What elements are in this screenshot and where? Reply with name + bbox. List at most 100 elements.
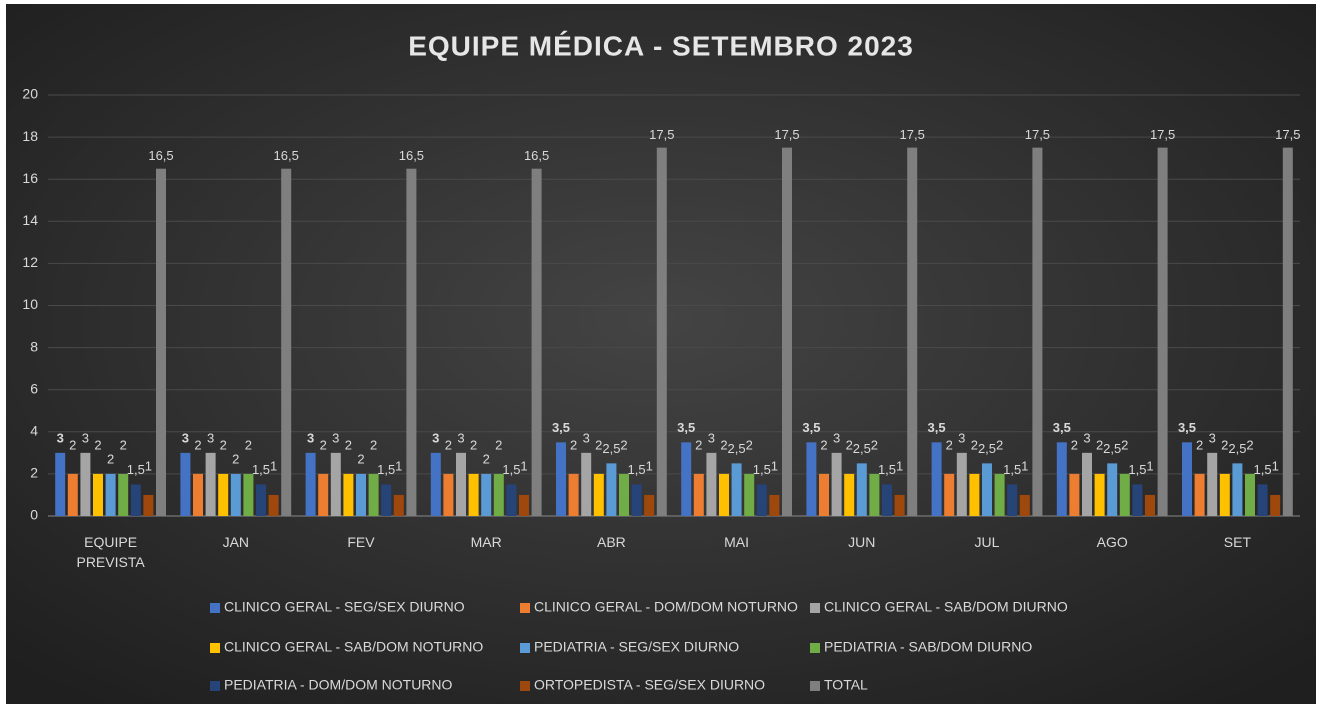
bar — [230, 473, 241, 516]
legend-swatch — [520, 643, 530, 653]
bar — [644, 494, 655, 516]
bar — [1270, 494, 1281, 516]
y-tick-label: 0 — [30, 507, 38, 523]
data-label: 1,5 — [628, 462, 646, 477]
bar — [831, 452, 842, 516]
bar — [1019, 494, 1030, 516]
data-label: 2 — [220, 437, 227, 452]
data-label: 2 — [1246, 437, 1253, 452]
data-label: 3 — [833, 430, 840, 445]
bar — [330, 452, 341, 516]
data-label: 2 — [1121, 437, 1128, 452]
bar — [907, 147, 918, 516]
bar — [756, 484, 767, 516]
data-label: 16,5 — [399, 148, 424, 163]
chart-title: EQUIPE MÉDICA - SETEMBRO 2023 — [408, 30, 914, 61]
data-label: 2,5 — [602, 441, 620, 456]
data-label: 2 — [194, 437, 201, 452]
data-label: 2 — [1096, 437, 1103, 452]
y-tick-label: 8 — [30, 338, 38, 354]
data-label: 3 — [583, 430, 590, 445]
bar — [143, 494, 154, 516]
bar — [1257, 484, 1268, 516]
bar — [406, 168, 417, 517]
bar — [931, 442, 942, 516]
legend-swatch — [810, 681, 820, 691]
data-label: 1 — [646, 458, 653, 473]
legend-swatch — [210, 603, 220, 613]
data-label: 2 — [107, 451, 114, 466]
bar — [93, 473, 103, 516]
data-label: 16,5 — [148, 148, 173, 163]
data-label: 3 — [958, 430, 965, 445]
bar — [1032, 147, 1043, 516]
bar — [956, 452, 967, 516]
data-label: 17,5 — [649, 127, 674, 142]
data-label: 1,5 — [252, 462, 270, 477]
data-label: 2,5 — [978, 441, 996, 456]
bar — [619, 473, 629, 516]
legend-label: CLINICO GERAL - DOM/DOM NOTURNO — [534, 599, 798, 615]
data-label: 2 — [595, 437, 602, 452]
bar — [205, 452, 216, 516]
data-label: 1 — [896, 458, 903, 473]
bar — [243, 473, 254, 516]
legend-swatch — [810, 603, 820, 613]
bar — [67, 473, 78, 516]
bar — [393, 494, 404, 516]
data-label: 3 — [207, 430, 214, 445]
x-tick-label: EQUIPE PREVISTA — [76, 534, 145, 570]
bar — [1282, 147, 1293, 516]
data-label: 1 — [771, 458, 778, 473]
bar — [1007, 484, 1018, 516]
data-label: 2 — [69, 437, 76, 452]
bar — [994, 473, 1005, 516]
data-label: 3 — [457, 430, 464, 445]
y-tick-label: 6 — [30, 380, 38, 396]
data-label: 1,5 — [753, 462, 771, 477]
data-label: 1 — [1146, 458, 1153, 473]
data-label: 2 — [232, 451, 239, 466]
data-label: 2 — [820, 437, 827, 452]
bar — [894, 494, 905, 516]
bar — [1157, 147, 1168, 516]
x-tick-label: MAI — [724, 534, 750, 550]
data-label: 2 — [620, 437, 627, 452]
legend-label: CLINICO GERAL - SAB/DOM DIURNO — [824, 599, 1068, 615]
data-label: 16,5 — [274, 148, 299, 163]
bar — [693, 473, 704, 516]
data-label: 3 — [708, 430, 715, 445]
bar — [1194, 473, 1205, 516]
data-label: 1,5 — [1254, 462, 1272, 477]
data-label: 3 — [1209, 430, 1216, 445]
bar — [1245, 473, 1255, 516]
bar — [356, 473, 366, 516]
legend-swatch — [210, 681, 220, 691]
bar — [556, 442, 566, 516]
bar — [982, 463, 992, 516]
bar — [806, 442, 817, 516]
data-label: 2 — [245, 437, 252, 452]
legend-label: PEDIATRIA - SEG/SEX DIURNO — [534, 639, 739, 655]
data-label: 3 — [332, 430, 339, 445]
x-tick-label: JAN — [222, 534, 250, 550]
data-label: 2 — [971, 437, 978, 452]
bar — [1207, 452, 1218, 516]
bar — [218, 473, 229, 516]
y-tick-label: 10 — [22, 296, 38, 312]
legend-swatch — [210, 643, 220, 653]
data-label: 2 — [746, 437, 753, 452]
bar — [281, 168, 292, 517]
data-label: 2 — [470, 437, 477, 452]
x-tick-label: MAR — [470, 534, 502, 550]
data-label: 2 — [94, 437, 101, 452]
data-label: 3 — [82, 430, 89, 445]
bar — [1182, 442, 1192, 516]
bar — [381, 484, 392, 516]
data-label: 2 — [345, 437, 352, 452]
bar — [782, 147, 792, 516]
bar — [969, 473, 980, 516]
data-label: 17,5 — [1275, 127, 1300, 142]
legend-swatch — [520, 603, 530, 613]
